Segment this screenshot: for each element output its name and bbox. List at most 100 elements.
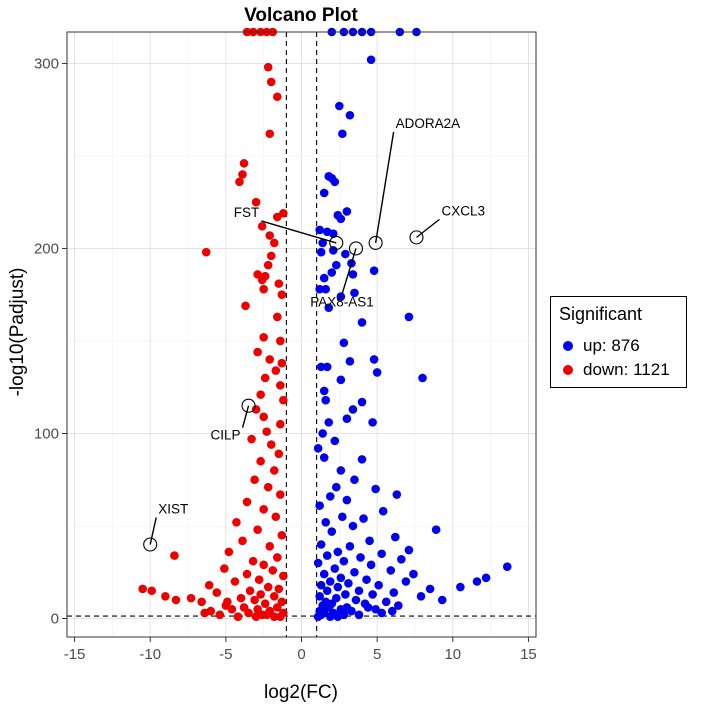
up-point	[348, 405, 358, 414]
up-point	[325, 492, 335, 501]
down-point	[245, 586, 255, 596]
up-point	[354, 610, 364, 620]
up-point	[318, 238, 327, 248]
up-point	[366, 55, 376, 65]
up-point	[327, 527, 337, 536]
threshold-lines	[67, 32, 536, 637]
down-point	[269, 238, 279, 248]
up-point	[387, 606, 397, 616]
up-point	[321, 517, 331, 527]
x-tick-label: -5	[219, 646, 232, 663]
down-point	[138, 584, 147, 594]
up-point	[456, 582, 465, 592]
legend: Significant up: 876 down: 1121	[550, 296, 687, 388]
gene-label: XIST	[158, 501, 188, 516]
down-point	[269, 591, 279, 601]
down-point	[250, 595, 259, 605]
up-point	[319, 569, 329, 579]
up-point	[371, 484, 380, 494]
down-point	[277, 358, 287, 368]
up-point	[338, 129, 347, 139]
data-points	[138, 27, 512, 621]
down-point	[269, 466, 279, 475]
up-point	[350, 567, 359, 577]
up-point	[381, 597, 391, 607]
up-point	[315, 591, 324, 601]
down-point	[279, 571, 288, 581]
up-point	[315, 284, 324, 294]
legend-item-up: up: 876	[559, 335, 640, 357]
highlight-ring	[143, 537, 158, 552]
down-point	[170, 551, 179, 560]
down-point	[279, 395, 288, 405]
up-point	[363, 603, 373, 612]
up-point	[315, 225, 324, 235]
down-point	[212, 588, 222, 597]
axes: -15 -10 -5 0 5 10 15 0 100 200 300	[34, 55, 537, 663]
up-point	[322, 586, 332, 596]
up-point	[336, 214, 346, 224]
y-tick-label: 300	[34, 55, 59, 72]
up-point	[368, 418, 377, 427]
down-point	[272, 92, 282, 102]
down-point	[247, 434, 256, 444]
up-point	[369, 355, 379, 364]
legend-swatch-down	[563, 365, 573, 375]
x-tick-label: 5	[373, 646, 381, 663]
down-point	[230, 577, 240, 586]
highlight-ring	[348, 241, 364, 256]
up-point	[313, 612, 323, 621]
up-point	[437, 595, 447, 605]
up-point	[316, 247, 326, 257]
legend-title: Significant	[559, 304, 643, 324]
highlight-leader-line	[261, 220, 337, 244]
down-point	[147, 586, 157, 596]
down-point	[238, 170, 247, 179]
legend-swatch-up	[563, 341, 573, 351]
up-point	[368, 590, 377, 599]
up-point	[325, 577, 335, 586]
up-point	[345, 357, 355, 366]
up-point	[392, 490, 402, 499]
down-point	[251, 612, 261, 621]
down-point	[268, 566, 278, 575]
down-point	[265, 129, 275, 139]
down-point	[277, 530, 287, 540]
down-point	[227, 604, 237, 614]
up-point	[341, 249, 350, 259]
up-point	[431, 525, 441, 534]
down-point	[215, 610, 225, 620]
down-point	[204, 580, 214, 590]
up-point	[330, 564, 340, 573]
down-point	[272, 312, 282, 322]
down-point	[200, 608, 209, 618]
up-point	[319, 453, 329, 462]
up-point	[391, 532, 400, 542]
chart-title: Volcano Plot	[244, 5, 358, 26]
down-point	[235, 177, 244, 187]
y-tick-label: 100	[34, 425, 59, 442]
down-point	[251, 405, 261, 414]
down-point	[274, 279, 284, 288]
up-point	[342, 495, 352, 505]
up-point	[342, 207, 352, 216]
down-point	[201, 247, 211, 257]
up-point	[345, 110, 355, 120]
highlight-ring	[329, 235, 344, 250]
gene-label: ADORA2A	[396, 116, 461, 131]
up-point	[386, 566, 396, 575]
y-tick-label: 200	[34, 240, 59, 257]
up-point	[401, 577, 411, 586]
down-point	[232, 517, 241, 527]
up-point	[350, 288, 359, 298]
down-point	[272, 212, 282, 222]
down-point	[271, 512, 281, 522]
up-point	[339, 338, 349, 348]
up-point	[322, 362, 332, 372]
up-point	[345, 542, 355, 551]
up-point	[350, 475, 359, 485]
up-point	[336, 573, 346, 583]
gene-label: CILP	[211, 428, 241, 443]
legend-item-down: down: 1121	[559, 359, 670, 381]
down-point	[253, 347, 262, 357]
